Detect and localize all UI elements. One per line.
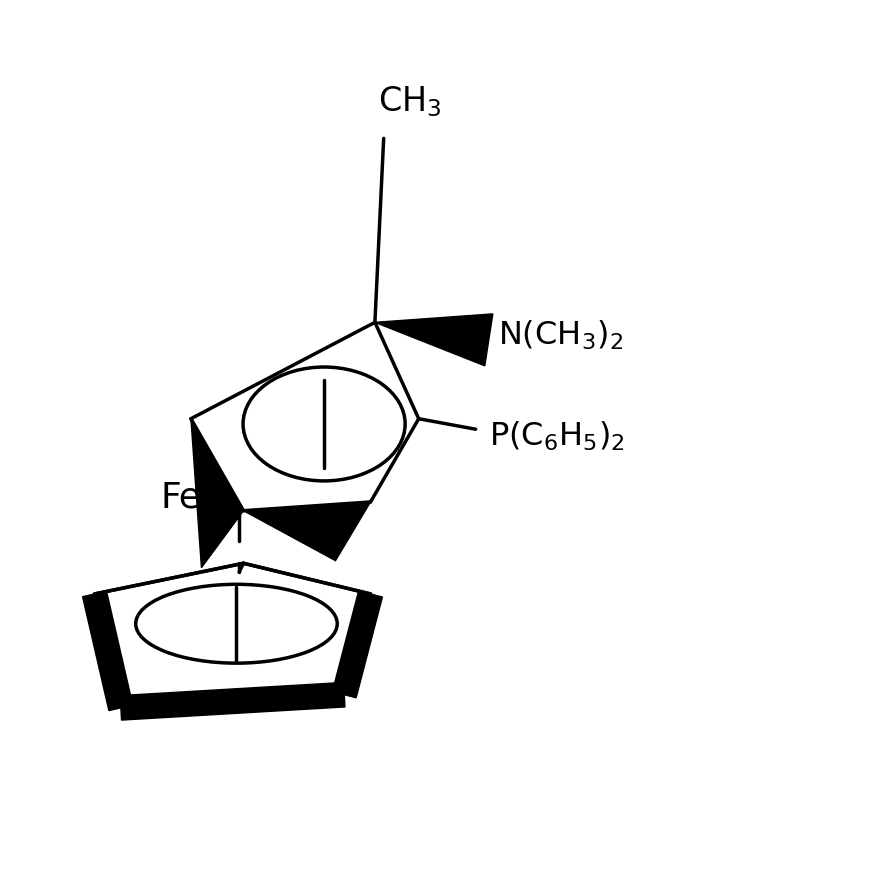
Polygon shape xyxy=(244,502,370,561)
Polygon shape xyxy=(191,418,244,568)
Text: N(CH$_3$)$_2$: N(CH$_3$)$_2$ xyxy=(498,319,623,352)
Polygon shape xyxy=(120,683,345,720)
Polygon shape xyxy=(332,591,383,698)
Text: CH$_3$: CH$_3$ xyxy=(378,85,441,119)
Polygon shape xyxy=(375,314,493,366)
Text: Fe: Fe xyxy=(160,481,201,514)
Text: P(C$_6$H$_5$)$_2$: P(C$_6$H$_5$)$_2$ xyxy=(489,419,625,453)
Polygon shape xyxy=(83,591,133,710)
